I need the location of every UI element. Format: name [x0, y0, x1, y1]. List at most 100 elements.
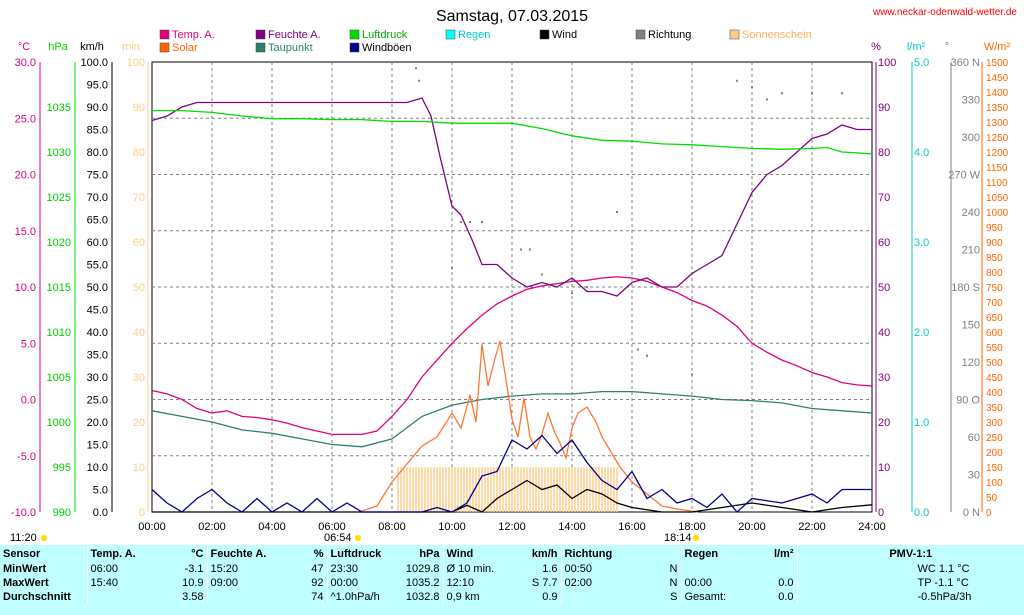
- temp-unit: °C: [18, 41, 30, 53]
- solar-unit: W/m²: [984, 41, 1011, 53]
- legend-label: Feuchte A.: [268, 29, 321, 41]
- solar-tick-label: 1350: [986, 103, 1009, 114]
- stats-dir-value: N: [669, 563, 678, 575]
- sun-tick-label: 90: [133, 102, 145, 114]
- wind-tick-label: 20.0: [87, 417, 108, 429]
- temp-tick-label: -10.0: [11, 507, 36, 519]
- dir-tick-label: 300: [962, 132, 980, 144]
- stats-press-value: 1029.8: [405, 563, 440, 575]
- time-tick-label: 08:00: [378, 521, 406, 533]
- solar-tick-label: 1500: [986, 58, 1009, 69]
- stats-temp-time: [86, 590, 147, 604]
- wind-tick-label: 100.0: [80, 57, 108, 69]
- series-line: [151, 434, 872, 513]
- stats-press-value: 1032.8: [405, 591, 440, 603]
- solar-tick-label: 1450: [986, 73, 1009, 84]
- rain-tick-label: 1.0: [914, 417, 929, 429]
- legend-label: Temp. A.: [172, 29, 215, 41]
- wind-tick-label: 15.0: [87, 440, 108, 452]
- chart-grid: [151, 61, 873, 513]
- stats-row-max: MaxWert 15:40 10.9 09:00 92 00:00 1035.2…: [0, 576, 1024, 590]
- stats-temp-time: 15:40: [86, 576, 147, 590]
- stats-row-label: MaxWert: [3, 577, 49, 589]
- sun-tick-label: 10: [133, 462, 145, 474]
- legend-label: Windböen: [362, 42, 412, 54]
- stats-dir-time: [560, 590, 627, 604]
- temp-tick-label: 15.0: [15, 226, 36, 238]
- wind-tick-label: 40.0: [87, 327, 108, 339]
- wind-tick-label: 10.0: [87, 462, 108, 474]
- wind-tick-label: 30.0: [87, 372, 108, 384]
- time-tick-label: 04:00: [258, 521, 286, 533]
- stats-wind-label: Ø 10 min.: [442, 562, 505, 576]
- sun-tick-label: 70: [133, 192, 145, 204]
- solar-tick-label: 1200: [986, 148, 1009, 159]
- solar-tick-label: 800: [986, 268, 1003, 279]
- temp-tick-label: 30.0: [15, 57, 36, 69]
- statistics-table: Sensor Temp. A. °C Feuchte A. % Luftdruc…: [0, 545, 1024, 604]
- legend-swatch: [255, 42, 266, 53]
- hum-tick-label: 30: [878, 372, 890, 384]
- stats-header-rain-unit: l/m²: [773, 547, 794, 560]
- stats-rain-time: Gesamt:: [680, 590, 759, 604]
- hum-tick-label: 40: [878, 327, 890, 339]
- time-tick-label: 16:00: [618, 521, 646, 533]
- dir-tick-label: 330: [962, 95, 980, 107]
- stats-header-dir-spacer: [627, 545, 681, 562]
- stats-press-time: 00:00: [326, 576, 385, 590]
- solar-tick-label: 650: [986, 313, 1003, 324]
- direction-point: [481, 221, 483, 223]
- stats-header-temp-unit: °C: [191, 547, 204, 560]
- sun-tick-label: 80: [133, 147, 145, 159]
- stats-hum-time: 09:00: [206, 576, 267, 590]
- time-tick-label: 22:00: [798, 521, 826, 533]
- hum-unit: %: [871, 41, 881, 53]
- hum-tick-label: 20: [878, 417, 890, 429]
- direction-point: [637, 348, 639, 351]
- rain-tick-label: 3.0: [914, 237, 929, 249]
- stats-wind-value: 1.6: [542, 563, 558, 575]
- stats-hum-time: 15:20: [206, 562, 267, 576]
- time-tick-label: 12:00: [498, 521, 526, 533]
- stats-header-hum: Feuchte A.: [206, 545, 267, 562]
- direction-point: [781, 92, 783, 95]
- solar-tick-label: 550: [986, 343, 1003, 354]
- dir-tick-label: 240: [962, 207, 980, 219]
- stats-header-dir: Richtung: [560, 545, 627, 562]
- press-tick-label: 995: [53, 462, 71, 474]
- time-tick-label: 06:00: [318, 521, 346, 533]
- stats-rain-time: [680, 562, 759, 576]
- solar-tick-label: 150: [986, 463, 1003, 474]
- legend-swatch: [445, 29, 456, 40]
- sunset-label: 18:14: [664, 532, 692, 544]
- solar-tick-label: 1150: [986, 163, 1008, 174]
- stats-dir-time: 00:50: [560, 562, 627, 576]
- time-tick-label: 10:00: [438, 521, 466, 533]
- dir-tick-label: 0 N: [963, 507, 980, 519]
- solar-tick-label: 350: [986, 403, 1003, 414]
- solar-tick-label: 300: [986, 418, 1003, 429]
- sun-hours-label: 11:20: [10, 532, 37, 544]
- wind-tick-label: 25.0: [87, 395, 108, 407]
- direction-point: [541, 273, 543, 276]
- legend-swatch: [635, 29, 646, 40]
- legend-label: Richtung: [648, 29, 691, 41]
- stats-row-label: Durchschnitt: [3, 591, 71, 603]
- temp-tick-label: 5.0: [21, 338, 36, 350]
- legend-label: Taupunkt: [268, 42, 313, 54]
- solar-tick-label: 0: [986, 508, 992, 519]
- stats-dir-value: S: [670, 591, 678, 603]
- legend-label: Solar: [172, 42, 198, 54]
- dir-tick-label: 30: [968, 470, 980, 482]
- press-tick-label: 1005: [47, 372, 71, 384]
- time-tick-label: 18:00: [678, 521, 706, 533]
- direction-point: [451, 267, 453, 270]
- legend-swatch: [729, 29, 740, 40]
- stats-rain-value: 0.0: [778, 577, 794, 589]
- hum-tick-label: 70: [878, 192, 890, 204]
- website-link[interactable]: www.neckar-odenwald-wetter.de: [872, 7, 1017, 18]
- stats-hum-value: 74: [311, 591, 324, 603]
- temp-tick-label: 0.0: [21, 395, 36, 407]
- series-line: [151, 390, 873, 448]
- dir-tick-label: 210: [962, 245, 980, 257]
